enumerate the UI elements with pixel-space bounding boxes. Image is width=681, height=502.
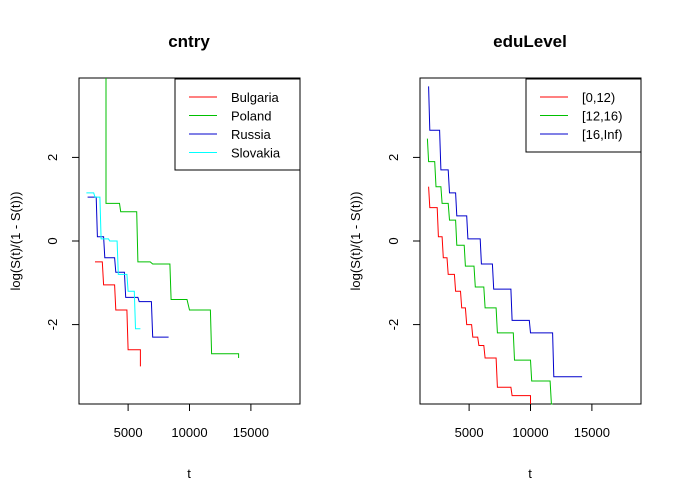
chart-title: cntry (168, 32, 210, 51)
x-tick-label: 5000 (114, 425, 143, 440)
legend-label: [12,16) (582, 109, 622, 124)
x-axis-label: t (187, 466, 191, 481)
panel-edulevel: eduLevel t log(S(t)/(1 - S(t))) 5000 1000… (348, 32, 642, 481)
y-tick-label: 0 (386, 237, 401, 244)
x-tick-label: 15000 (574, 425, 610, 440)
legend-label: [16,Inf) (582, 127, 622, 142)
legend: Bulgaria Poland Russia Slovakia (174, 78, 301, 171)
series-line (428, 86, 583, 378)
axis-ticks: 5000 10000 15000 -2 0 2 (45, 154, 269, 440)
axis-ticks: 5000 10000 15000 -2 0 2 (386, 154, 610, 440)
y-tick-label: 0 (45, 237, 60, 244)
series-line (105, 78, 240, 358)
series-group (426, 86, 583, 405)
y-axis-label: log(S(t)/(1 - S(t))) (8, 192, 23, 291)
series-line (428, 186, 531, 404)
legend-label: Bulgaria (231, 90, 279, 105)
legend-label: Russia (231, 127, 272, 142)
x-tick-label: 10000 (512, 425, 548, 440)
y-tick-label: 2 (45, 154, 60, 161)
legend-label: [0,12) (582, 90, 615, 105)
series-line (87, 196, 169, 338)
legend-label: Slovakia (231, 146, 281, 161)
series-line (426, 138, 553, 405)
x-axis-label: t (528, 466, 532, 481)
y-tick-label: 2 (386, 154, 401, 161)
x-tick-label: 15000 (233, 425, 269, 440)
chart-title: eduLevel (493, 32, 567, 51)
y-tick-label: -2 (45, 319, 60, 331)
series-line (95, 261, 141, 367)
legend-box (174, 78, 301, 171)
panel-cntry: cntry t log(S(t)/(1 - S(t))) 5000 10000 15… (8, 32, 301, 481)
y-tick-label: -2 (386, 319, 401, 331)
x-tick-label: 5000 (455, 425, 484, 440)
series-group (86, 78, 240, 367)
legend: [0,12) [12,16) [16,Inf) (525, 78, 642, 153)
x-tick-label: 10000 (171, 425, 207, 440)
y-axis-label: log(S(t)/(1 - S(t))) (348, 192, 363, 291)
series-line (86, 192, 141, 330)
legend-label: Poland (231, 109, 271, 124)
